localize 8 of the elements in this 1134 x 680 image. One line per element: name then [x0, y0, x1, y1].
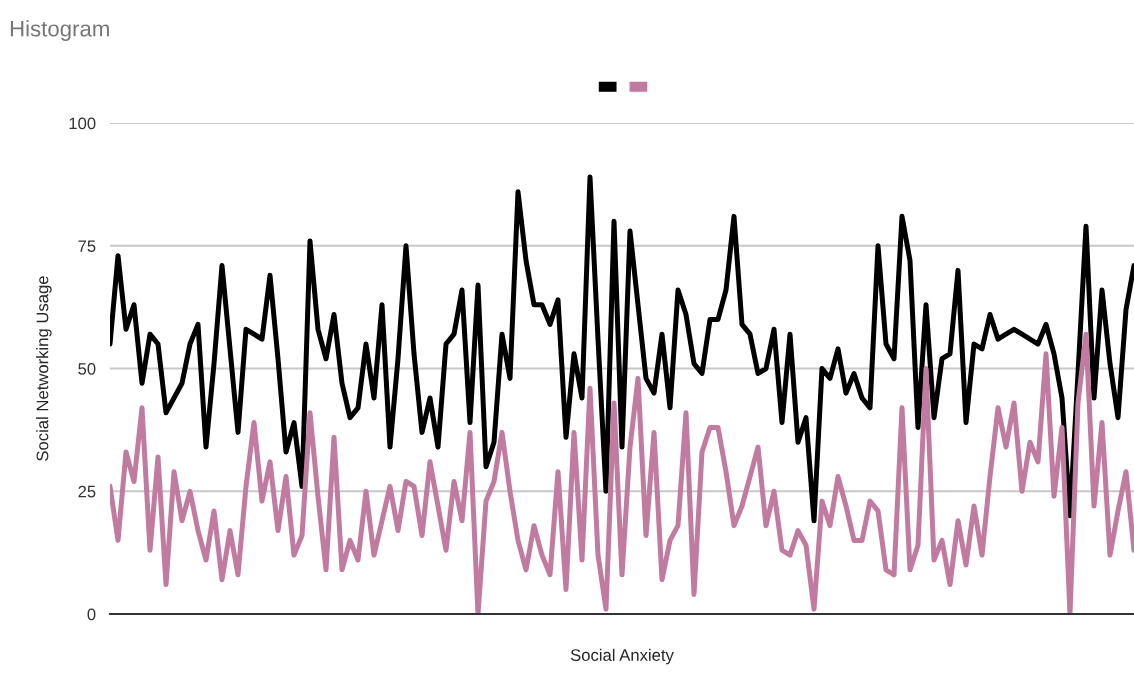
y-axis-title: Social Networking Usage — [36, 276, 52, 461]
y-tick-label: 100 — [69, 117, 96, 130]
y-tick-label: 25 — [78, 485, 96, 498]
chart-title: Histogram — [10, 20, 109, 41]
y-tick-label: 50 — [78, 362, 96, 375]
y-tick-label: 75 — [78, 240, 96, 253]
x-axis-title: Social Anxiety — [570, 648, 674, 665]
y-tick-label: 0 — [87, 608, 96, 621]
